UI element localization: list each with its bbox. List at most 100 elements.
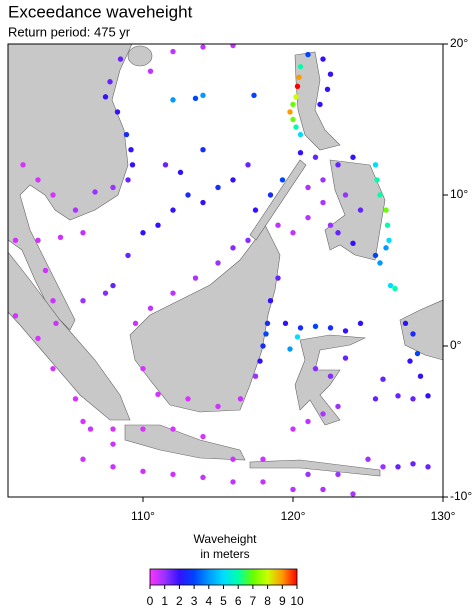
colorbar-tick-label: 1 (161, 594, 168, 608)
wave-point (260, 343, 266, 349)
wave-point (72, 207, 79, 213)
wave-point (147, 68, 154, 74)
wave-point (230, 456, 236, 462)
wave-point (410, 331, 416, 337)
wave-point (410, 461, 416, 467)
wave-point (162, 162, 169, 168)
wave-point (215, 403, 221, 410)
land-sunda (249, 459, 381, 477)
wave-point (305, 184, 311, 191)
wave-point (155, 391, 161, 398)
wave-point (305, 471, 311, 478)
wave-point (380, 464, 386, 470)
map-title: Exceedance waveheight (8, 2, 193, 21)
wave-point (230, 245, 236, 251)
wave-point (20, 162, 26, 168)
wave-point (155, 222, 161, 228)
wave-point (287, 346, 293, 352)
wave-point (50, 192, 56, 198)
wave-point (377, 192, 383, 198)
wave-point (50, 298, 56, 304)
wave-point (185, 396, 191, 402)
land (8, 44, 443, 477)
wave-point (215, 184, 221, 191)
y-tick-label: 10° (450, 187, 468, 201)
wave-point (320, 411, 326, 417)
wave-point (200, 147, 206, 153)
wave-point (293, 94, 299, 100)
wave-point (350, 154, 356, 160)
wave-point (170, 290, 176, 296)
wave-point (230, 479, 236, 485)
wave-point (200, 92, 206, 99)
wave-point (357, 207, 364, 213)
wave-point (305, 214, 311, 221)
colorbar-tick-label: 5 (220, 594, 227, 608)
wave-point (327, 222, 334, 228)
wave-point (128, 147, 134, 153)
wave-point (263, 331, 269, 337)
wave-point (320, 177, 326, 183)
wave-point (170, 207, 176, 213)
y-tick-label: 0° (450, 338, 462, 352)
wave-point (80, 230, 86, 236)
wave-point (252, 207, 259, 213)
wave-point (275, 275, 281, 281)
wave-point (387, 282, 394, 289)
wave-point (317, 101, 323, 108)
wave-point (402, 320, 409, 327)
wave-point (293, 124, 299, 130)
map-frame (7, 43, 444, 498)
wave-point (102, 94, 109, 100)
wave-point (257, 358, 263, 364)
wave-point (12, 237, 19, 243)
wave-point (267, 192, 274, 198)
colorbar-tick-label: 6 (235, 594, 242, 608)
land-sumatra (8, 251, 131, 421)
wave-point (260, 456, 266, 462)
wave-point (170, 97, 176, 103)
wave-point (200, 474, 206, 481)
land-luzon (294, 51, 341, 151)
wave-point (125, 252, 131, 259)
wave-point (147, 305, 154, 311)
wave-point (35, 335, 41, 342)
wave-point (267, 298, 274, 304)
wave-point (342, 328, 349, 334)
wave-point (335, 230, 341, 236)
wave-point (290, 230, 296, 236)
wave-point (287, 109, 293, 115)
y-tick-label: -10° (450, 489, 472, 503)
y-tick-label: 20° (450, 36, 468, 50)
colorbar-tick-label: 4 (205, 594, 212, 608)
wave-point (252, 373, 259, 379)
wave-point (305, 418, 311, 425)
wave-point (245, 237, 251, 243)
colorbar-tick-label: 3 (191, 594, 198, 608)
wave-point (327, 71, 334, 77)
wave-point (132, 320, 139, 327)
wave-point (417, 373, 424, 379)
wave-point (327, 325, 334, 331)
wave-point (312, 365, 319, 372)
wave-point (372, 252, 379, 259)
wave-point (372, 162, 379, 168)
wave-point (117, 56, 124, 62)
wave-point (200, 433, 206, 440)
colorbar-tick-label: 7 (250, 594, 257, 608)
wave-point (80, 298, 86, 304)
colorbar-tick-label: 9 (279, 594, 286, 608)
wave-point (123, 131, 130, 138)
wave-point (357, 320, 364, 327)
wave-point (170, 426, 176, 432)
wave-point (335, 403, 341, 410)
wave-point (260, 479, 266, 485)
x-tick-label: 110° (131, 509, 155, 523)
wave-point (192, 275, 199, 281)
wave-point (282, 320, 289, 327)
wave-point (57, 234, 64, 240)
wave-point (110, 282, 116, 289)
wave-point (407, 358, 413, 364)
